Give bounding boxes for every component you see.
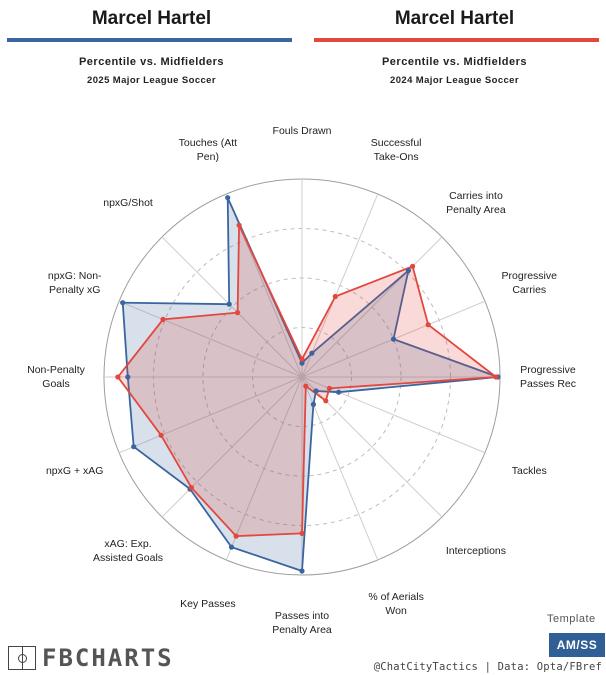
axis-label-14: npxG/Shot xyxy=(103,197,153,210)
series-1-point-2 xyxy=(405,268,411,274)
series-2-point-13 xyxy=(160,316,166,322)
axis-label-0: Fouls Drawn xyxy=(272,125,332,137)
axis-label-10: xAG: Exp. Assisted Goals xyxy=(93,537,164,564)
series-2-point-1 xyxy=(332,293,338,300)
axis-label-6: Interceptions xyxy=(445,544,506,557)
series-2-point-5 xyxy=(326,385,332,391)
fbcharts-logo: FBCHARTS xyxy=(8,644,174,672)
series-2-point-3 xyxy=(425,322,431,328)
series-1-point-1 xyxy=(309,350,315,356)
spoke-7 xyxy=(301,376,379,561)
left-player-name: Marcel Hartel xyxy=(91,8,212,29)
axis-label-11: npxG + xAG xyxy=(45,465,104,478)
left-color-bar xyxy=(7,38,292,42)
spoke-9 xyxy=(225,376,303,561)
spoke-5 xyxy=(301,376,486,454)
series-1-point-8 xyxy=(299,568,305,574)
series-1-point-9 xyxy=(228,544,235,550)
series-2-point-7 xyxy=(303,383,309,389)
series-1-point-14 xyxy=(226,301,232,307)
axis-label-5: Tackles xyxy=(511,465,547,478)
series-1-point-6 xyxy=(313,388,319,394)
axis-label-3: Progressive Carries xyxy=(501,269,557,296)
axis-label-13: npxG: Non- Penalty xG xyxy=(47,269,102,296)
series-1-point-5 xyxy=(336,389,342,395)
axis-label-15: Touches (Att Pen) xyxy=(178,136,238,163)
axis-label-1: Successful Take-Ons xyxy=(370,136,422,163)
series-1-point-12 xyxy=(125,374,131,380)
series-2-point-14 xyxy=(235,310,241,316)
axis-label-8: Passes into Penalty Area xyxy=(272,610,332,636)
series-1-point-11 xyxy=(131,444,137,450)
spoke-10 xyxy=(161,376,303,518)
series-1-point-13 xyxy=(120,300,126,306)
credit-text: @ChatCityTactics | Data: Opta/FBref xyxy=(373,661,602,673)
logo-text: FBCHARTS xyxy=(42,644,174,672)
series-2-point-9 xyxy=(233,533,239,539)
axis-label-12: Non-Penalty Goals xyxy=(27,364,85,390)
axis-label-9: Key Passes xyxy=(180,598,236,611)
series-2-point-8 xyxy=(299,530,305,537)
series-2-point-12 xyxy=(115,374,121,380)
spoke-13 xyxy=(118,300,303,378)
spoke-2 xyxy=(301,236,443,378)
series-2-point-4 xyxy=(493,374,499,380)
series-2-point-10 xyxy=(188,485,194,491)
right-player-name: Marcel Hartel xyxy=(394,8,515,29)
axis-label-2: Carries into Penalty Area xyxy=(446,190,506,217)
axis-label-7: % of Aerials Won xyxy=(368,591,424,618)
series-1-point-3 xyxy=(390,336,397,342)
series-1-point-7 xyxy=(310,401,316,407)
series-1-point-15 xyxy=(225,195,231,201)
series-1-point-0 xyxy=(299,360,305,366)
right-subtitle: Percentile vs. Midfielders xyxy=(381,56,528,68)
spoke-14 xyxy=(161,236,303,378)
series-2-point-0 xyxy=(299,356,305,362)
right-color-bar xyxy=(314,38,599,42)
left-header: Marcel Hartel xyxy=(0,0,303,30)
series-2-point-2 xyxy=(410,263,416,269)
right-season: 2024 Major League Soccer xyxy=(390,75,519,86)
series-2-point-11 xyxy=(158,432,164,438)
series-2-point-15 xyxy=(236,222,242,228)
right-header: Marcel Hartel xyxy=(303,0,606,30)
pitch-icon xyxy=(8,646,36,670)
template-label: Template xyxy=(547,613,596,625)
left-season: 2025 Major League Soccer xyxy=(87,75,216,86)
template-badge: AM/SS xyxy=(549,633,605,657)
series-2-point-6 xyxy=(323,398,329,404)
spoke-1 xyxy=(301,193,379,378)
spoke-11 xyxy=(118,376,303,454)
left-subtitle: Percentile vs. Midfielders xyxy=(78,56,225,68)
axis-label-4: Progressive Passes Rec xyxy=(519,364,577,390)
